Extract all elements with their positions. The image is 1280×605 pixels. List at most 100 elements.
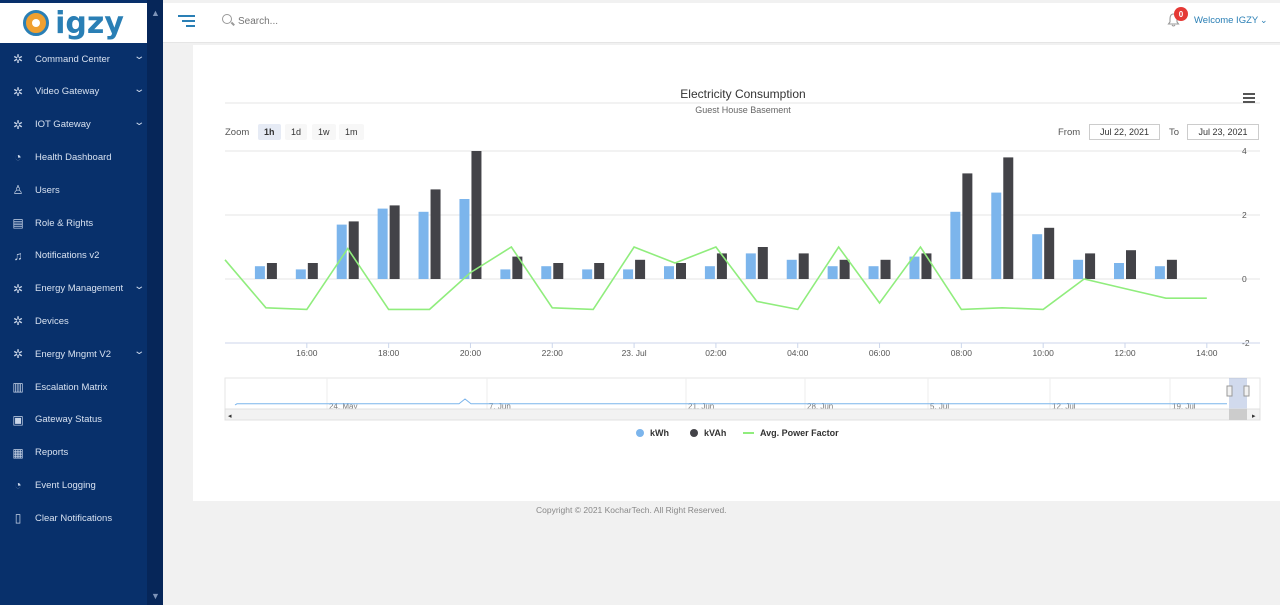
sidebar-item-label: Energy Management [35, 283, 124, 295]
scroll-up-icon[interactable]: ▲ [151, 8, 160, 18]
navigator-selection [1229, 378, 1247, 411]
sidebar-item[interactable]: ✲ Video Gateway ⌄ [0, 77, 147, 107]
sidebar-item[interactable]: ✲ Energy Mngmt V2 ⌄ [0, 339, 147, 369]
sidebar-item-label: Health Dashboard [35, 151, 112, 163]
sidebar-item[interactable]: ▯ Clear Notifications [0, 503, 147, 533]
menu-toggle-icon[interactable] [178, 15, 195, 29]
chevron-down-icon[interactable]: ⌄ [132, 83, 145, 95]
scroll-down-icon[interactable]: ▼ [151, 591, 160, 601]
sidebar-item[interactable]: ▤ Role & Rights [0, 208, 147, 238]
legend-item-label[interactable]: kWh [650, 428, 669, 438]
zoom-1m-button[interactable]: 1m [339, 124, 364, 140]
kwh-bar [459, 199, 470, 279]
search-icon [222, 14, 232, 24]
kwh-bar [909, 256, 920, 279]
sidebar: igzy ✲ Command Center ⌄ ✲ Video Gateway ⌄ ✲ IOT… [0, 0, 163, 605]
kvah-bar [962, 173, 973, 279]
navigator-frame [224, 377, 1261, 412]
zoom-1d-button[interactable]: 1d [285, 124, 308, 140]
sidebar-item[interactable]: ▥ Escalation Matrix [0, 372, 147, 402]
navigator-scrollbar [224, 408, 1261, 421]
sidebar-item-label: Reports [35, 447, 69, 459]
navigator-tick-label: 24. May [329, 402, 357, 411]
sidebar-scrollbar[interactable]: ▲ ▼ [147, 0, 163, 605]
footer-copyright: Copyright © 2021 KocharTech. All Right R… [536, 505, 727, 515]
sidebar-item-label: Event Logging [35, 479, 96, 491]
chevron-down-icon[interactable]: ⌄ [132, 116, 145, 128]
chevron-down-icon[interactable]: ⌄ [132, 346, 145, 358]
zoom-1w-button[interactable]: 1w [312, 124, 336, 140]
kwh-bar [1114, 263, 1124, 279]
kvah-bar [348, 221, 359, 279]
x-tick-label: 06:00 [869, 348, 891, 358]
kwh-bar [786, 259, 797, 279]
monitor-icon: ▣ [12, 412, 24, 427]
dashboard-icon: ◔ [14, 478, 22, 493]
chevron-down-icon[interactable]: ⌄ [1260, 15, 1268, 25]
kwh-bar [1154, 266, 1165, 279]
kvah-bar [594, 263, 605, 279]
legend-marker [636, 429, 644, 437]
kvah-bar [307, 263, 318, 279]
sidebar-item-label: Role & Rights [35, 217, 94, 229]
sidebar-item[interactable]: ✲ Command Center ⌄ [0, 44, 147, 74]
sidebar-item[interactable]: ◔ Health Dashboard [0, 142, 147, 172]
chart-card: -2 0 2 4 16:00 18:00 20:00 22:00 23. Jul 02:00 04:… [193, 45, 1280, 501]
kvah-bar [430, 189, 441, 279]
sidebar-item-label: Energy Mngmt V2 [35, 348, 112, 360]
kvah-bar [512, 256, 523, 279]
kvah-bar [1166, 259, 1177, 279]
gear-icon: ✲ [12, 281, 24, 296]
bar-chart-icon: ▥ [12, 380, 24, 394]
kwh-bar [295, 269, 306, 279]
search-input[interactable] [238, 12, 438, 30]
legend-item-label[interactable]: Avg. Power Factor [760, 428, 839, 438]
kwh-bar [745, 253, 756, 279]
navigator-tick-label: 12. Jul [1052, 402, 1076, 411]
sidebar-item[interactable]: ♙ Users [0, 175, 147, 205]
bell-icon: ♫ [13, 248, 23, 263]
notification-count-badge[interactable]: 0 [1174, 7, 1188, 21]
sidebar-item-label: IOT Gateway [35, 119, 91, 131]
kvah-bar [921, 253, 932, 279]
kwh-bar [991, 192, 1002, 279]
kvah-bar [1085, 253, 1096, 279]
chart-subtitle: Guest House Basement [695, 105, 791, 115]
sidebar-item-label: Users [35, 184, 60, 196]
sidebar-item[interactable]: ✲ Energy Management ⌄ [0, 274, 147, 304]
kvah-bar [839, 259, 850, 279]
from-date-input[interactable]: Jul 22, 2021 [1089, 124, 1160, 140]
kwh-bar [541, 266, 552, 279]
kvah-bar [635, 259, 646, 279]
kwh-bar [664, 266, 674, 279]
y-tick-label: 4 [1242, 146, 1247, 156]
sidebar-item[interactable]: ♫ Notifications v2 [0, 241, 147, 271]
x-tick-label: 12:00 [1114, 348, 1136, 358]
to-date-input[interactable]: Jul 23, 2021 [1187, 124, 1259, 140]
x-tick-label: 04:00 [787, 348, 809, 358]
sidebar-item-label: Video Gateway [35, 86, 100, 98]
dashboard-icon: ◔ [14, 150, 22, 165]
chart-title: Electricity Consumption [680, 87, 806, 101]
logo[interactable]: igzy [0, 3, 147, 43]
kwh-bar [623, 269, 634, 279]
kwh-bar [868, 266, 879, 279]
navigator-tick-label: 21. Jun [688, 402, 714, 411]
x-tick-label: 23. Jul [622, 348, 647, 358]
kvah-bar [798, 253, 809, 279]
y-tick-label: 0 [1242, 274, 1247, 284]
sidebar-item[interactable]: ✲ IOT Gateway ⌄ [0, 110, 147, 140]
chevron-down-icon[interactable]: ⌄ [132, 51, 145, 62]
chevron-down-icon[interactable]: ⌄ [132, 280, 145, 292]
sidebar-item[interactable]: ▦ Reports [0, 438, 147, 468]
sidebar-item[interactable]: ◔ Event Logging [0, 470, 147, 500]
welcome-user-menu[interactable]: Welcome IGZY [1194, 15, 1259, 26]
zoom-1h-button[interactable]: 1h [258, 124, 281, 140]
kvah-bar [1126, 250, 1136, 279]
x-tick-label: 22:00 [542, 348, 564, 358]
sidebar-item[interactable]: ✲ Devices [0, 306, 147, 336]
chart-context-menu-icon[interactable] [1243, 93, 1255, 103]
legend-item-label[interactable]: kVAh [704, 428, 726, 438]
kvah-bar [471, 151, 482, 279]
sidebar-item[interactable]: ▣ Gateway Status [0, 405, 147, 435]
